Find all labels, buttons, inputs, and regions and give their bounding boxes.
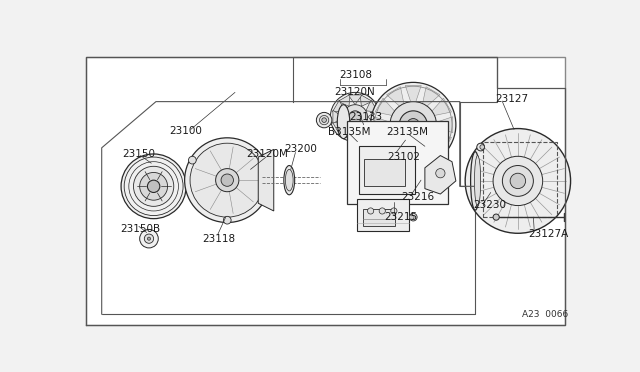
- Text: 23100: 23100: [169, 126, 202, 136]
- Text: 23127: 23127: [495, 93, 529, 103]
- Bar: [359, 146, 415, 194]
- Polygon shape: [332, 122, 344, 134]
- Polygon shape: [405, 140, 421, 164]
- Polygon shape: [405, 86, 421, 109]
- Circle shape: [493, 156, 543, 206]
- Circle shape: [188, 156, 196, 164]
- Circle shape: [216, 169, 239, 192]
- Circle shape: [465, 129, 571, 233]
- Text: 23102: 23102: [387, 152, 420, 162]
- Circle shape: [502, 166, 533, 196]
- Ellipse shape: [337, 105, 349, 139]
- Polygon shape: [367, 110, 378, 124]
- Circle shape: [121, 154, 186, 219]
- Text: 23118: 23118: [202, 234, 236, 244]
- Polygon shape: [427, 98, 451, 117]
- Circle shape: [145, 234, 154, 243]
- Text: 23108: 23108: [340, 70, 372, 80]
- Polygon shape: [348, 129, 362, 139]
- Polygon shape: [425, 155, 456, 194]
- Circle shape: [322, 118, 326, 122]
- Circle shape: [140, 230, 158, 248]
- Circle shape: [379, 208, 385, 214]
- Circle shape: [124, 157, 183, 216]
- Polygon shape: [348, 95, 362, 105]
- Circle shape: [319, 115, 329, 125]
- Ellipse shape: [285, 169, 293, 191]
- Polygon shape: [421, 138, 440, 163]
- Circle shape: [221, 174, 234, 186]
- Text: 23120M: 23120M: [246, 149, 289, 159]
- Polygon shape: [427, 132, 451, 151]
- Polygon shape: [333, 110, 343, 124]
- Polygon shape: [366, 100, 378, 112]
- Circle shape: [330, 92, 380, 142]
- Ellipse shape: [470, 152, 480, 210]
- Circle shape: [147, 180, 160, 192]
- Bar: [364, 158, 404, 186]
- Text: 23200: 23200: [285, 144, 317, 154]
- Polygon shape: [338, 94, 350, 106]
- Circle shape: [410, 215, 414, 219]
- Circle shape: [223, 217, 231, 224]
- Text: 23127A: 23127A: [528, 229, 568, 239]
- Polygon shape: [387, 87, 406, 111]
- Text: 23230: 23230: [474, 200, 507, 210]
- Bar: [358, 199, 408, 231]
- Circle shape: [493, 214, 499, 220]
- Circle shape: [343, 105, 367, 129]
- Text: 23135M: 23135M: [386, 128, 428, 137]
- Bar: [348, 121, 448, 204]
- Text: 23216: 23216: [402, 192, 435, 202]
- Circle shape: [410, 213, 417, 221]
- Text: 23150: 23150: [122, 149, 155, 159]
- Circle shape: [184, 138, 270, 222]
- Polygon shape: [375, 98, 400, 117]
- Circle shape: [367, 208, 374, 214]
- Polygon shape: [338, 128, 350, 140]
- Circle shape: [349, 111, 362, 123]
- Text: 23120N: 23120N: [334, 87, 375, 97]
- Polygon shape: [259, 150, 274, 211]
- Circle shape: [510, 173, 525, 189]
- Circle shape: [259, 156, 266, 164]
- Polygon shape: [366, 122, 378, 134]
- Ellipse shape: [284, 166, 294, 195]
- Polygon shape: [375, 132, 400, 151]
- Text: 23150B: 23150B: [120, 224, 161, 234]
- Circle shape: [316, 112, 332, 128]
- Circle shape: [371, 82, 456, 167]
- Bar: [363, 209, 396, 226]
- Text: A23  0066: A23 0066: [522, 310, 568, 319]
- Text: 23133: 23133: [349, 112, 382, 122]
- Polygon shape: [360, 94, 372, 106]
- Text: B3135M: B3135M: [328, 128, 371, 137]
- Text: 23215: 23215: [385, 212, 418, 222]
- Ellipse shape: [474, 155, 481, 206]
- Bar: [483, 142, 557, 217]
- Polygon shape: [429, 117, 452, 133]
- Polygon shape: [332, 100, 344, 112]
- Circle shape: [134, 166, 174, 206]
- Polygon shape: [374, 117, 397, 133]
- Polygon shape: [360, 128, 372, 140]
- Circle shape: [190, 143, 264, 217]
- Circle shape: [477, 143, 484, 151]
- Circle shape: [129, 162, 179, 211]
- Circle shape: [480, 145, 484, 150]
- Circle shape: [140, 173, 168, 200]
- Circle shape: [407, 119, 419, 131]
- Circle shape: [391, 208, 397, 214]
- Circle shape: [390, 102, 436, 148]
- Circle shape: [147, 237, 150, 240]
- Polygon shape: [421, 87, 440, 111]
- Circle shape: [436, 169, 445, 178]
- Circle shape: [399, 111, 428, 139]
- Polygon shape: [387, 138, 406, 163]
